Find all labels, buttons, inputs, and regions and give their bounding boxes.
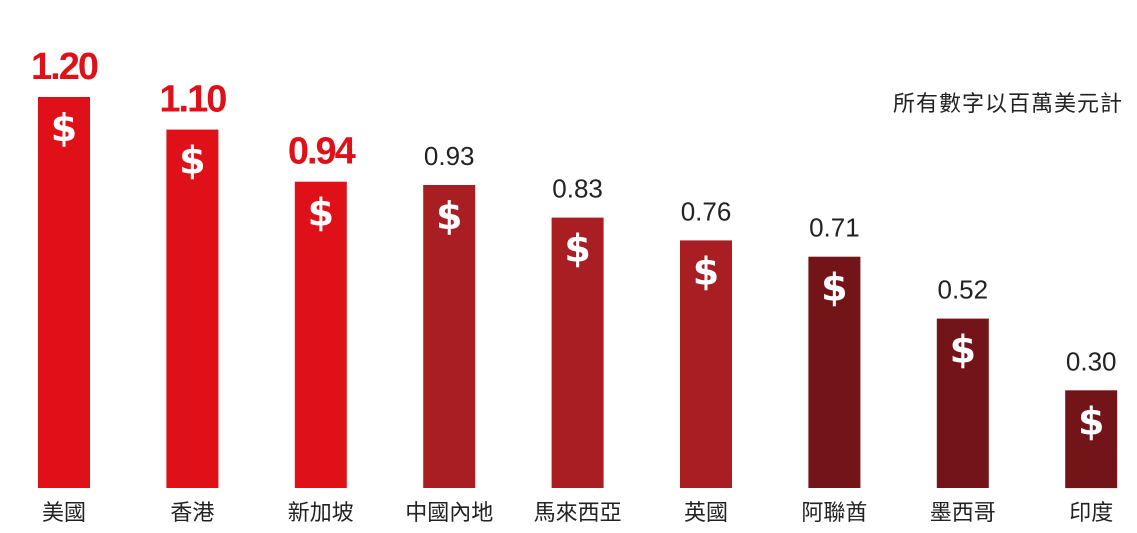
value-label-5: 0.76	[681, 196, 732, 226]
value-label-6: 0.71	[809, 213, 860, 243]
dollar-icon: $	[308, 191, 334, 235]
category-label-0: 美國	[42, 501, 86, 526]
value-label-8: 0.30	[1066, 346, 1117, 376]
dollar-icon: $	[821, 266, 847, 310]
bar-1	[166, 129, 219, 488]
category-label-4: 馬來西亞	[534, 501, 622, 526]
bar-5	[680, 240, 732, 488]
value-label-7: 0.52	[937, 275, 988, 305]
value-label-2: 0.94	[288, 131, 356, 173]
category-label-5: 英國	[684, 501, 728, 526]
value-label-4: 0.83	[552, 174, 603, 204]
bar-6	[808, 256, 861, 488]
category-label-7: 墨西哥	[930, 501, 996, 526]
value-label-0: 1.20	[31, 46, 98, 88]
dollar-icon: $	[564, 227, 590, 271]
bar-2	[294, 181, 347, 488]
category-label-8: 印度	[1069, 501, 1113, 526]
dollar-icon: $	[179, 139, 205, 183]
dollar-icon: $	[693, 249, 719, 293]
category-label-6: 阿聯酋	[801, 501, 867, 526]
value-label-1: 1.10	[159, 79, 226, 121]
category-label-2: 新加坡	[288, 501, 354, 526]
dollar-icon: $	[950, 328, 976, 372]
value-label-3: 0.93	[424, 141, 475, 171]
bar-3	[423, 185, 476, 488]
bar-0	[38, 97, 90, 488]
dollar-icon: $	[436, 194, 462, 238]
bar-7	[936, 318, 989, 488]
bar-4	[551, 217, 604, 488]
category-label-3: 中國內地	[405, 501, 493, 526]
unit-note: 所有數字以百萬美元計	[892, 92, 1123, 117]
category-label-1: 香港	[170, 501, 214, 526]
dollar-icon: $	[1078, 399, 1104, 443]
bar-8	[1065, 390, 1118, 489]
bars-group: $1.20 美國 $1.10 香港 $0.94 新加坡 $0.93 中國內地 $0.83 馬來西亞…	[31, 46, 1118, 526]
dollar-icon: $	[51, 106, 77, 150]
